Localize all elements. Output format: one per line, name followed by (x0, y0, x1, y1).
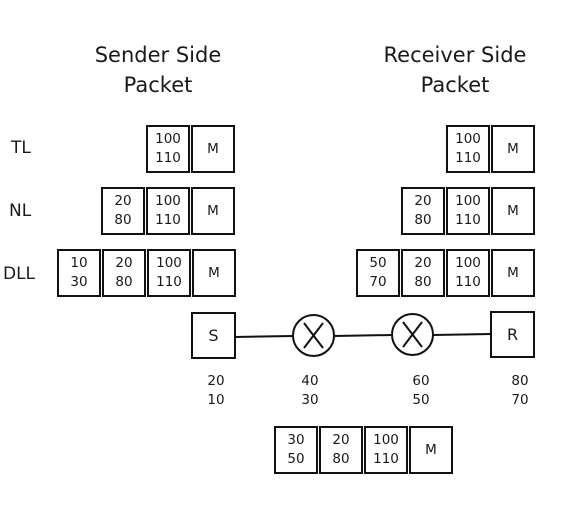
tl-header-top: 100 (455, 255, 481, 271)
tl-header-bottom: 110 (455, 274, 481, 290)
middle-message: M (409, 426, 453, 474)
router-1-cross (303, 322, 324, 349)
sender-nl-header: 20 80 (101, 187, 145, 235)
sender-title: Sender Side Packet (58, 40, 258, 100)
router-2-cross (402, 321, 423, 348)
tl-header-bottom: 110 (455, 212, 481, 228)
message-label: M (507, 140, 519, 157)
sender-tl-header: 100 110 (146, 125, 190, 173)
message-label: M (207, 140, 219, 157)
dll-header-top: 10 (70, 255, 88, 271)
nl-header-bottom: 80 (414, 274, 432, 290)
dll-header-bottom: 70 (369, 274, 387, 290)
sender-title-line1: Sender Side (94, 43, 222, 67)
layer-label-tl: TL (11, 138, 31, 158)
tl-header-top: 100 (373, 432, 399, 448)
nl-header-bottom: 80 (115, 274, 133, 290)
receiver-nl-header: 20 80 (401, 187, 445, 235)
tl-header-bottom: 110 (155, 212, 181, 228)
sender-node-label: S (208, 326, 219, 345)
tl-header-top: 100 (155, 193, 181, 209)
receiver-node-label: R (506, 325, 519, 344)
nl-header-top: 20 (114, 193, 132, 209)
sender-nl-tl-header: 100 110 (146, 187, 190, 235)
nl-header-bottom: 80 (414, 212, 432, 228)
tl-header-top: 100 (455, 131, 481, 147)
middle-tl-header: 100 110 (364, 426, 408, 474)
receiver-title: Receiver Side Packet (355, 40, 555, 100)
message-label: M (425, 441, 437, 458)
tl-header-bottom: 110 (455, 150, 481, 166)
address-1-bottom: 10 (207, 392, 225, 408)
receiver-tl-message: M (491, 125, 535, 173)
sender-dll-header: 10 30 (57, 249, 101, 297)
receiver-tl-header: 100 110 (446, 125, 490, 173)
receiver-dll-nl-header: 20 80 (401, 249, 445, 297)
receiver-title-line1: Receiver Side (383, 43, 527, 67)
message-label: M (208, 264, 220, 281)
address-2-top: 40 (301, 373, 319, 389)
link-router2-receiver (432, 333, 492, 336)
nl-header-top: 20 (115, 255, 133, 271)
address-2-bottom: 30 (301, 392, 319, 408)
address-4-bottom: 70 (511, 392, 529, 408)
layer-label-dll: DLL (3, 264, 36, 284)
dll-header-top: 30 (287, 432, 305, 448)
tl-header-top: 100 (155, 131, 181, 147)
receiver-nl-tl-header: 100 110 (446, 187, 490, 235)
receiver-dll-tl-header: 100 110 (446, 249, 490, 297)
address-3-top: 60 (412, 373, 430, 389)
nl-header-top: 20 (414, 193, 432, 209)
tl-header-top: 100 (156, 255, 182, 271)
middle-nl-header: 20 80 (319, 426, 363, 474)
address-4-top: 80 (511, 373, 529, 389)
layer-label-nl: NL (9, 201, 32, 221)
address-label-3: 60 50 (401, 372, 441, 410)
sender-tl-message: M (191, 125, 235, 173)
sender-node: S (191, 312, 236, 359)
link-router1-router2 (333, 334, 393, 337)
sender-nl-message: M (191, 187, 235, 235)
receiver-title-line2: Packet (420, 73, 490, 97)
address-label-2: 40 30 (290, 372, 330, 410)
address-label-4: 80 70 (500, 372, 540, 410)
tl-header-top: 100 (455, 193, 481, 209)
router-1-icon (292, 314, 335, 357)
nl-header-bottom: 80 (332, 451, 350, 467)
nl-header-top: 20 (414, 255, 432, 271)
address-1-top: 20 (207, 373, 225, 389)
tl-header-bottom: 110 (156, 274, 182, 290)
dll-header-top: 50 (369, 255, 387, 271)
dll-header-bottom: 50 (287, 451, 305, 467)
message-label: M (207, 202, 219, 219)
nl-header-top: 20 (332, 432, 350, 448)
router-2-icon (391, 313, 434, 356)
receiver-dll-message: M (491, 249, 535, 297)
receiver-dll-header: 50 70 (356, 249, 400, 297)
message-label: M (507, 264, 519, 281)
sender-dll-nl-header: 20 80 (102, 249, 146, 297)
nl-header-bottom: 80 (114, 212, 132, 228)
receiver-nl-message: M (491, 187, 535, 235)
address-3-bottom: 50 (412, 392, 430, 408)
link-sender-router1 (234, 335, 294, 338)
message-label: M (507, 202, 519, 219)
sender-dll-message: M (192, 249, 236, 297)
receiver-node: R (490, 311, 535, 358)
dll-header-bottom: 30 (70, 274, 88, 290)
sender-dll-tl-header: 100 110 (147, 249, 191, 297)
tl-header-bottom: 110 (155, 150, 181, 166)
tl-header-bottom: 110 (373, 451, 399, 467)
middle-dll-header: 30 50 (274, 426, 318, 474)
sender-title-line2: Packet (123, 73, 193, 97)
address-label-1: 20 10 (196, 372, 236, 410)
